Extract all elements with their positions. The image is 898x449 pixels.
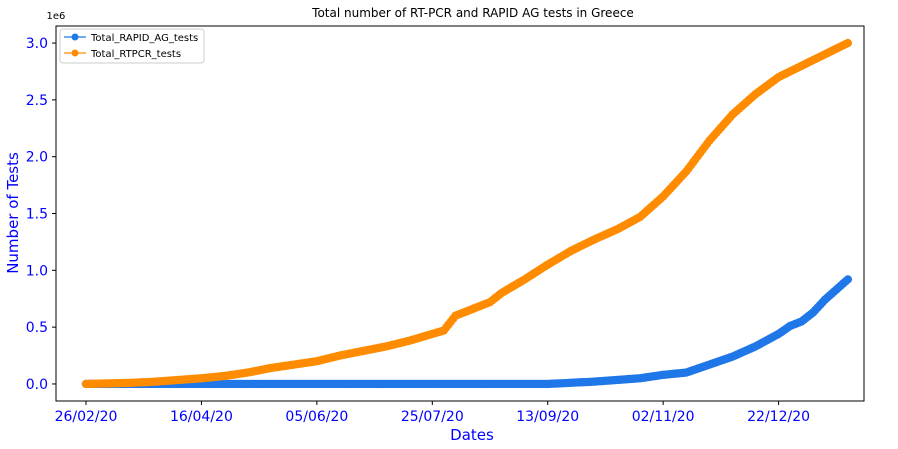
data-point [843,275,853,284]
x-tick-label: 13/09/20 [516,409,579,425]
chart-title: Total number of RT-PCR and RAPID AG test… [311,6,634,20]
x-tick-label: 02/11/20 [632,409,695,425]
y-tick-label: 2.5 [26,93,48,109]
y-tick-label: 1.5 [26,207,48,223]
legend-label-rtpcr: Total_RTPCR_tests [90,49,181,60]
x-axis-label: Dates [450,426,494,444]
x-tick-label: 25/07/20 [401,409,464,425]
y-axis: 0.0 0.5 1.0 1.5 2.0 2.5 3.0 [26,36,56,393]
y-axis-offset-label: 1e6 [47,11,66,22]
y-tick-label: 2.0 [26,150,48,166]
legend-marker-rapid-ag [71,33,79,41]
plot-area [55,25,865,402]
x-tick-label: 16/04/20 [170,409,233,425]
x-axis: 26/02/20 16/04/20 05/06/20 25/07/20 13/09/20… [55,401,810,425]
data-point [843,38,853,48]
plot-frame [55,25,865,402]
y-tick-label: 1.0 [26,263,48,279]
y-axis-label: Number of Tests [4,152,22,274]
y-tick-label: 0.0 [26,377,48,393]
legend: Total_RAPID_AG_tests Total_RTPCR_tests [59,28,205,64]
x-tick-label: 22/12/20 [747,409,810,425]
series-Total_RTPCR_tests [81,38,853,389]
x-tick-label: 05/06/20 [285,409,348,425]
series-layer [81,38,853,389]
legend-marker-rtpcr [71,49,79,57]
legend-label-rapid-ag: Total_RAPID_AG_tests [90,33,198,44]
x-tick-label: 26/02/20 [55,409,118,425]
y-tick-label: 0.5 [26,320,48,336]
y-tick-label: 3.0 [26,36,48,52]
legend-box [59,28,205,64]
